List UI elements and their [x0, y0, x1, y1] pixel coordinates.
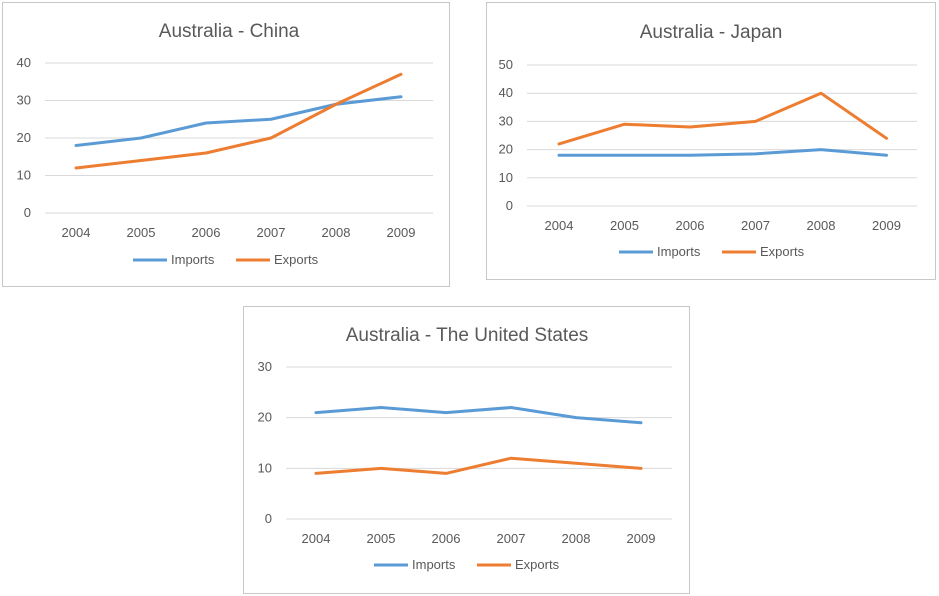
x-tick-label: 2005 — [610, 218, 639, 233]
y-tick-label: 20 — [499, 142, 513, 157]
y-tick-label: 10 — [17, 168, 31, 183]
y-tick-label: 0 — [265, 511, 272, 526]
x-tick-label: 2004 — [62, 225, 91, 240]
legend-label-imports: Imports — [171, 252, 215, 267]
y-tick-label: 20 — [258, 410, 272, 425]
x-tick-label: 2006 — [192, 225, 221, 240]
chart-title: Australia - China — [159, 21, 300, 42]
chart-title: Australia - Japan — [640, 22, 783, 43]
y-tick-label: 50 — [499, 57, 513, 72]
x-tick-label: 2009 — [387, 225, 416, 240]
x-tick-label: 2007 — [497, 531, 526, 546]
x-tick-label: 2005 — [367, 531, 396, 546]
legend-label-imports: Imports — [412, 557, 456, 572]
x-tick-label: 2008 — [562, 531, 591, 546]
y-tick-label: 30 — [499, 113, 513, 128]
chart-panel-china: Australia - China 0 10 20 30 40 2004 2005 2006 2… — [2, 2, 450, 287]
legend-label-exports: Exports — [274, 252, 319, 267]
x-tick-label: 2005 — [127, 225, 156, 240]
x-tick-label: 2006 — [432, 531, 461, 546]
y-tick-label: 40 — [499, 85, 513, 100]
x-tick-label: 2004 — [545, 218, 574, 233]
series-line-exports — [314, 456, 643, 475]
series-line-exports — [74, 72, 403, 170]
legend-label-imports: Imports — [657, 244, 701, 259]
y-tick-label: 30 — [17, 93, 31, 108]
x-tick-label: 2004 — [302, 531, 331, 546]
series-line-imports — [557, 148, 888, 157]
y-tick-label: 30 — [258, 359, 272, 374]
x-tick-label: 2006 — [676, 218, 705, 233]
chart-svg-china: Australia - China 0 10 20 30 40 2004 2005 2006 2… — [17, 21, 433, 267]
chart-panel-japan: Australia - Japan 0 10 20 30 40 50 2004 2005 200… — [486, 2, 936, 280]
chart-svg-united-states: Australia - The United States 0 10 20 30 200… — [258, 325, 672, 572]
chart-title: Australia - The United States — [346, 325, 589, 346]
legend-label-exports: Exports — [515, 557, 560, 572]
series-line-exports — [557, 91, 888, 146]
y-tick-label: 40 — [17, 55, 31, 70]
y-tick-label: 0 — [506, 198, 513, 213]
y-tick-label: 10 — [258, 460, 272, 475]
y-tick-label: 10 — [499, 170, 513, 185]
y-tick-label: 0 — [24, 205, 31, 220]
x-tick-label: 2007 — [741, 218, 770, 233]
x-tick-label: 2007 — [257, 225, 286, 240]
x-tick-label: 2008 — [322, 225, 351, 240]
legend-label-exports: Exports — [760, 244, 805, 259]
chart-svg-japan: Australia - Japan 0 10 20 30 40 50 2004 2005 200… — [499, 22, 917, 259]
y-tick-label: 20 — [17, 130, 31, 145]
chart-panel-united-states: Australia - The United States 0 10 20 30 200… — [243, 306, 690, 594]
x-tick-label: 2009 — [627, 531, 656, 546]
series-line-imports — [74, 95, 403, 147]
x-tick-label: 2008 — [807, 218, 836, 233]
x-tick-label: 2009 — [872, 218, 901, 233]
series-line-imports — [314, 406, 643, 425]
